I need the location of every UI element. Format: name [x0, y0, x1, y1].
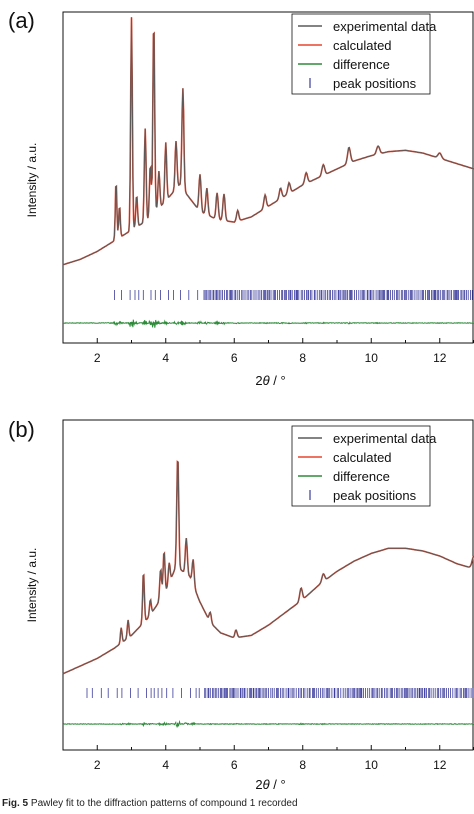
legend-entry: experimental data: [333, 431, 437, 446]
legend-entry: calculated: [333, 38, 392, 53]
figure-caption: Fig. 5 Pawley fit to the diffraction pat…: [2, 798, 472, 812]
peak-position-markers: [86, 688, 474, 698]
y-axis-label: Intensity / a.u.: [25, 143, 39, 218]
legend-entry: difference: [333, 57, 390, 72]
x-tick-label: 6: [231, 758, 238, 772]
x-tick-label: 2: [94, 351, 101, 365]
difference-line: [62, 319, 474, 328]
legend-entry: experimental data: [333, 19, 437, 34]
x-tick-label: 6: [231, 351, 238, 365]
legend-box: [291, 425, 431, 507]
legend-entry: difference: [333, 469, 390, 484]
x-tick-label: 2: [94, 758, 101, 772]
x-tick-label: 10: [365, 351, 379, 365]
x-axis-label: 2θ / °: [255, 777, 285, 792]
panel-label: (a): [8, 8, 35, 33]
x-tick-label: 12: [433, 351, 447, 365]
difference-line: [62, 719, 474, 728]
panel-label: (b): [8, 417, 35, 442]
x-tick-label: 10: [365, 758, 379, 772]
legend-box: [291, 13, 431, 95]
x-tick-label: 8: [299, 351, 306, 365]
peak-position-markers: [114, 290, 473, 300]
x-tick-label: 4: [162, 351, 169, 365]
legend-entry: calculated: [333, 450, 392, 465]
x-tick-label: 8: [299, 758, 306, 772]
x-tick-label: 12: [433, 758, 447, 772]
experimental-line: [62, 460, 474, 675]
caption-text: Pawley fit to the diffraction patterns o…: [28, 798, 298, 809]
y-axis-label: Intensity / a.u.: [25, 548, 39, 623]
legend-entry: peak positions: [333, 488, 417, 503]
x-tick-label: 4: [162, 758, 169, 772]
caption-label: Fig. 5: [2, 798, 29, 809]
x-axis-label: 2θ / °: [255, 373, 285, 388]
experimental-line: [62, 17, 474, 266]
legend-entry: peak positions: [333, 76, 417, 91]
